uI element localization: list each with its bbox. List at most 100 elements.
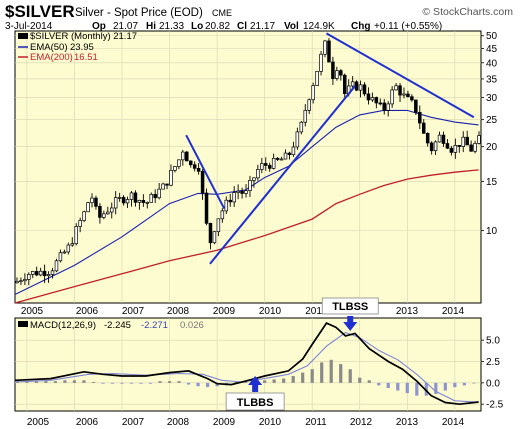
histogram-bar: [386, 382, 390, 388]
candle-body: [133, 192, 138, 203]
histogram-bar: [34, 381, 38, 383]
candle-body: [149, 194, 153, 203]
histogram-bar: [453, 382, 457, 388]
signal-legend-value: -2.271: [141, 320, 168, 331]
candle-body: [248, 180, 252, 191]
price-x-axis: 2005 2006 2007 2008 2009 2010 2011 2012 …: [21, 306, 465, 317]
candle-body: [204, 192, 209, 224]
candle-body: [165, 183, 169, 186]
annotation-layer: TLBSS TLBBS: [225, 297, 379, 411]
candle-body: [27, 274, 31, 280]
candle-body: [402, 93, 406, 96]
candle-body: [90, 197, 94, 203]
histogram-bar: [148, 382, 153, 384]
candle-body: [15, 280, 19, 284]
candle-body: [86, 202, 90, 213]
candle-body: [429, 142, 434, 152]
candle-body: [74, 226, 78, 245]
tlbbs-label: TLBBS: [237, 397, 274, 409]
macd-x-label-2009: 2009: [213, 417, 236, 428]
candle-body: [177, 159, 181, 167]
price-legend: $SILVER (Monthly) 21.17 EMA(50) 23.95 EM…: [18, 31, 137, 63]
candle-body: [441, 134, 446, 144]
x-label-2008: 2008: [167, 306, 190, 317]
high-label: Hi: [146, 21, 156, 32]
x-label-2011: 2011: [305, 306, 327, 317]
tlbbs-box: [225, 392, 285, 411]
candle-body: [157, 188, 161, 199]
candle-body: [382, 102, 386, 111]
trendline-2: [209, 85, 356, 265]
signal-line-layer: [14, 331, 479, 403]
candle-body: [311, 85, 315, 101]
macd-x-axis: 2005 2006 2007 2008 2009 2010 2011 2012 …: [27, 417, 465, 428]
candle-body: [398, 85, 402, 96]
candle-body: [125, 199, 130, 204]
tlbbs-arrow: [248, 376, 263, 392]
candle-body: [339, 70, 343, 76]
histogram-bar: [53, 381, 58, 383]
x-label-2010: 2010: [259, 306, 282, 317]
candle-body: [335, 70, 339, 79]
trendline-1: [185, 134, 226, 210]
histogram-bar: [234, 381, 238, 383]
candle-body: [82, 211, 86, 221]
tlbss-box: [321, 297, 379, 315]
macd-tick-label-2.5: 2.5: [486, 357, 500, 368]
low-label: Lo: [191, 21, 203, 32]
histogram-bar: [472, 382, 476, 384]
candle-body: [153, 194, 157, 199]
header-date: 3-Jul-2014: [5, 21, 53, 32]
volume-label: Vol: [284, 21, 299, 32]
candle-body: [137, 199, 142, 203]
candle-body: [181, 151, 185, 161]
x-label-2009: 2009: [213, 306, 236, 317]
candle-body: [38, 270, 43, 276]
candle-body: [390, 89, 394, 105]
price-tick-label-15: 15: [486, 177, 498, 188]
candle-body: [62, 251, 67, 254]
legend-ema50-name: EMA(50): [30, 42, 67, 53]
macd-x-label-2006: 2006: [76, 417, 99, 428]
candle-body: [307, 99, 311, 111]
candles-layer: [15, 38, 481, 286]
candle-body: [216, 218, 221, 233]
candle-body: [394, 85, 398, 91]
candle-body: [260, 163, 264, 170]
close-label: Cl: [237, 21, 247, 32]
candle-body: [275, 157, 280, 160]
histogram-bar: [443, 382, 447, 391]
price-tick-label-40: 40: [486, 58, 498, 69]
candle-body: [374, 97, 379, 104]
histogram-bar: [434, 382, 438, 394]
candle-body: [141, 199, 146, 203]
price-y-axis: 10 15 20 25 30 35 40 45 50: [481, 31, 498, 237]
candle-body: [58, 252, 63, 262]
candle-body: [173, 166, 177, 171]
candle-body: [283, 152, 288, 160]
security-name: Silver - Spot Price (EOD): [75, 7, 203, 19]
candle-body: [453, 144, 458, 153]
macd-legend-swatch: [18, 321, 28, 327]
macd-y-axis: 5.0 2.5 0.0 -2.5: [481, 336, 504, 411]
price-tick-label-45: 45: [486, 44, 498, 55]
candle-body: [46, 274, 51, 277]
histogram-bar: [424, 382, 428, 396]
candle-body: [327, 40, 331, 63]
histogram-bar: [282, 378, 286, 383]
histogram-bar: [101, 382, 105, 384]
candle-body: [110, 207, 114, 213]
candle-body: [232, 192, 236, 203]
x-label-2005: 2005: [21, 306, 44, 317]
macd-line-layer: [14, 322, 479, 406]
histogram-bar: [301, 372, 305, 383]
open-label: Op: [92, 21, 106, 32]
candle-body: [106, 211, 110, 215]
candle-body: [161, 183, 165, 190]
candle-body: [319, 53, 323, 72]
macd-tick-label-5.0: 5.0: [486, 336, 500, 347]
legend-ema50-value: 23.95: [70, 42, 94, 53]
candle-body: [362, 84, 367, 95]
histogram-bar: [377, 382, 381, 386]
ema200-layer: [14, 169, 479, 304]
